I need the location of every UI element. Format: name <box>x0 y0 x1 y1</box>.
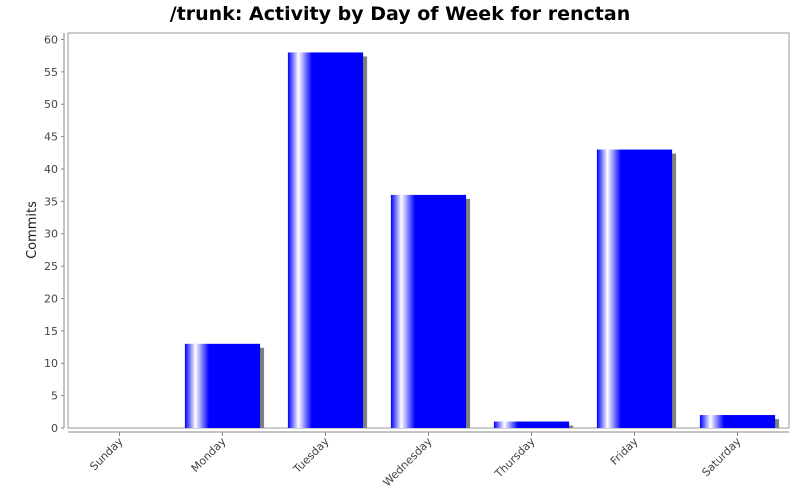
x-tick-label: Friday <box>608 435 641 468</box>
y-tick-label: 45 <box>44 131 58 144</box>
y-tick-label: 55 <box>44 66 58 79</box>
y-tick-label: 20 <box>44 292 58 305</box>
x-tick-label: Thursday <box>492 435 538 481</box>
x-tick-label: Monday <box>189 435 229 475</box>
y-axis-label: Commits <box>25 201 40 259</box>
y-tick-label: 40 <box>44 163 58 176</box>
y-tick-label: 15 <box>44 325 58 338</box>
x-tick-label: Tuesday <box>290 435 332 477</box>
bar-wednesday <box>390 194 467 428</box>
y-tick-label: 5 <box>51 390 58 403</box>
bar-tuesday <box>287 52 364 428</box>
bar-friday <box>596 149 673 428</box>
chart-title: /trunk: Activity by Day of Week for renc… <box>169 3 631 25</box>
y-tick-label: 10 <box>44 357 58 370</box>
x-tick-label: Saturday <box>699 435 744 480</box>
y-axis: 0 5 10 15 20 25 30 35 40 45 50 55 60 <box>44 33 65 435</box>
y-tick-label: 30 <box>44 228 58 241</box>
bar-thursday <box>493 421 570 428</box>
y-tick-label: 35 <box>44 195 58 208</box>
y-tick-label: 0 <box>51 422 58 435</box>
x-tick-label: Wednesday <box>380 435 435 490</box>
y-tick-label: 50 <box>44 98 58 111</box>
y-tick-label: 25 <box>44 260 58 273</box>
bar-monday <box>184 343 261 428</box>
x-axis: Sunday Monday Tuesday Wednesday Thursday Frid… <box>68 431 789 490</box>
y-tick-label: 60 <box>44 33 58 46</box>
bar-saturday <box>699 415 776 428</box>
bars <box>184 52 780 428</box>
x-tick-label: Sunday <box>87 435 126 474</box>
